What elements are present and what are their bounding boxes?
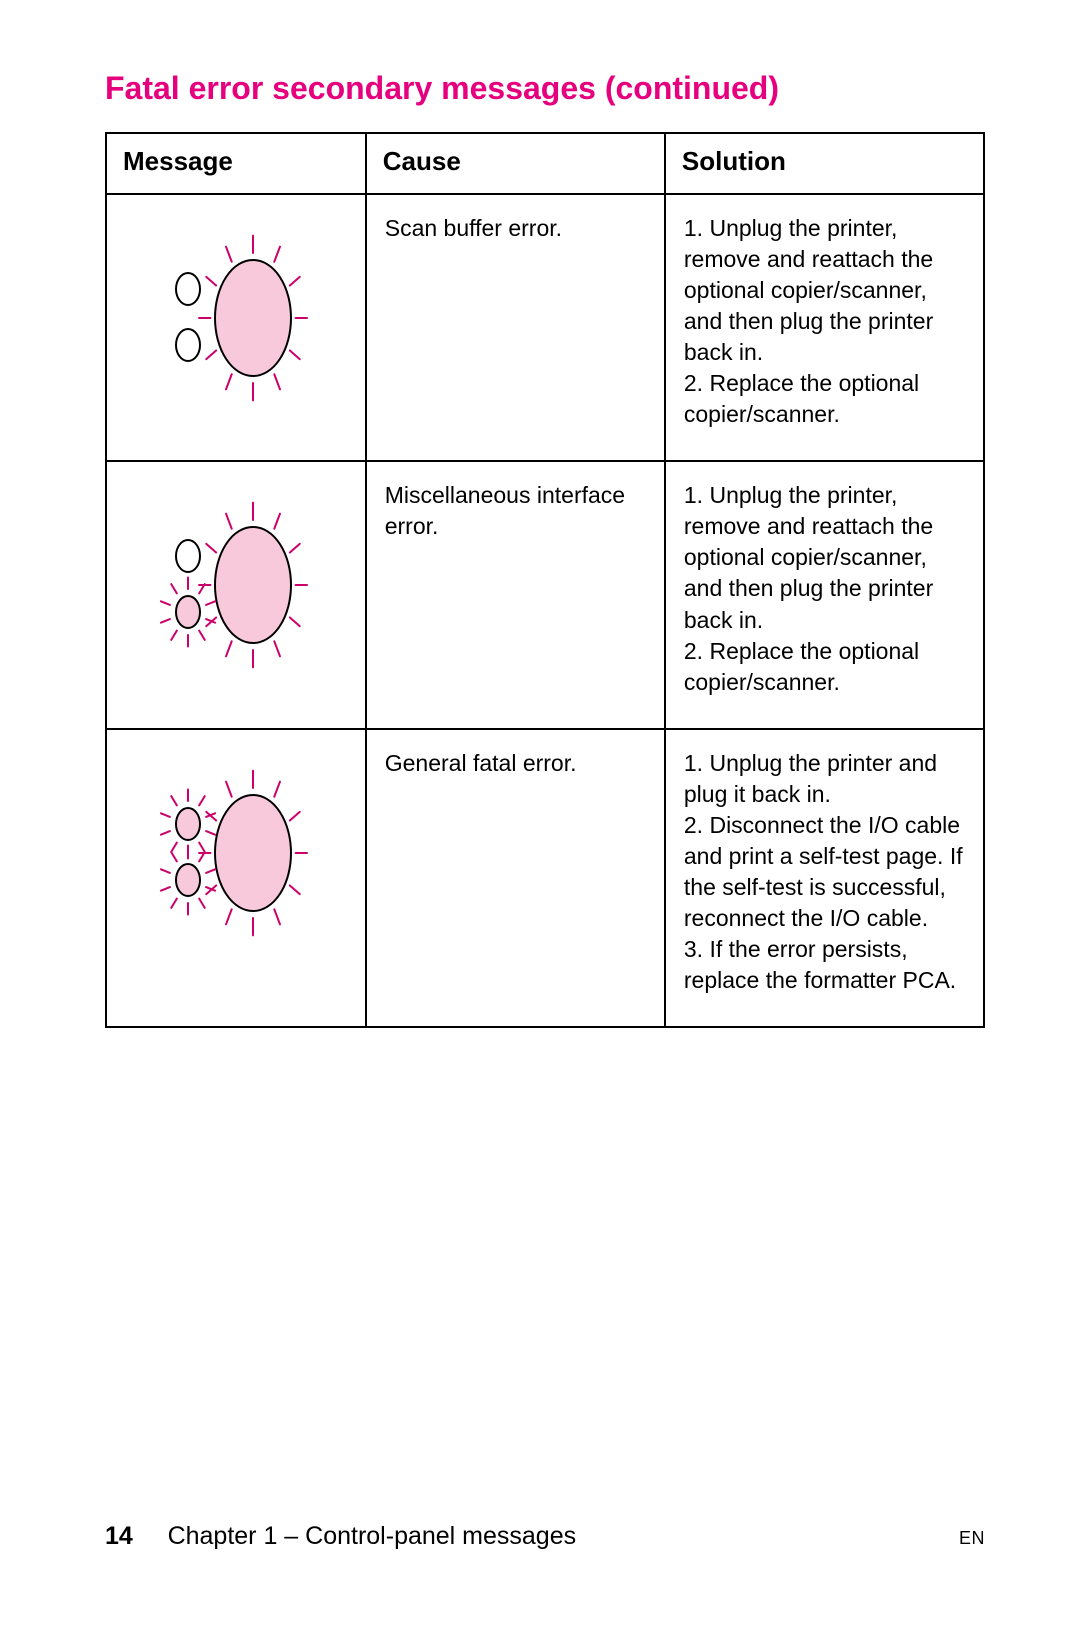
page-number: 14 [105, 1522, 133, 1550]
cell-cause-0: Scan buffer error. [366, 194, 665, 461]
page-title: Fatal error secondary messages (continue… [105, 70, 990, 107]
table-row: Scan buffer error. 1. Unplug the printer… [106, 194, 984, 461]
th-cause: Cause [366, 133, 665, 194]
th-solution: Solution [665, 133, 984, 194]
table-row: General fatal error. 1. Unplug the print… [106, 729, 984, 1027]
status-light-icon [143, 223, 333, 413]
status-light-icon [143, 758, 333, 968]
footer-left: 14 Chapter 1 – Control-panel messages [105, 1522, 576, 1551]
cell-message-1 [106, 461, 366, 728]
chapter-label: Chapter 1 – Control-panel messages [168, 1522, 577, 1550]
cell-message-0 [106, 194, 366, 461]
cell-solution-1: 1. Unplug the printer, remove and reatta… [665, 461, 984, 728]
messages-table: Message Cause Solution Scan buffer error… [105, 132, 985, 1028]
cell-solution-0: 1. Unplug the printer, remove and reatta… [665, 194, 984, 461]
cell-cause-2: General fatal error. [366, 729, 665, 1027]
th-message: Message [106, 133, 366, 194]
cell-solution-2: 1. Unplug the printer and plug it back i… [665, 729, 984, 1027]
table-header-row: Message Cause Solution [106, 133, 984, 194]
footer-lang: EN [959, 1528, 985, 1549]
cell-cause-1: Miscellaneous interface error. [366, 461, 665, 728]
cell-message-2 [106, 729, 366, 1027]
status-light-icon [143, 490, 333, 680]
table-row: Miscellaneous interface error. 1. Unplug… [106, 461, 984, 728]
page-footer: 14 Chapter 1 – Control-panel messages EN [105, 1522, 985, 1551]
